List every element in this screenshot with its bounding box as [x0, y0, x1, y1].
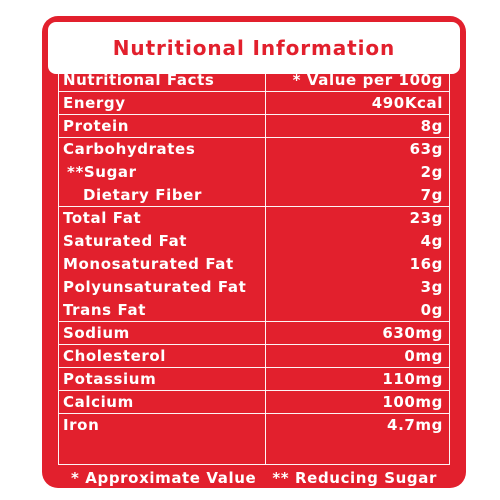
table-row: Carbohydrates 63g	[59, 137, 449, 160]
table-row: Energy 490Kcal	[59, 91, 449, 114]
table-header-row: Nutritional Facts * Value per 100g	[59, 68, 449, 91]
nutrient-value: 3g	[420, 277, 443, 296]
nutrient-label: Cholesterol	[63, 346, 167, 365]
table-row: Iron 4.7mg	[59, 413, 449, 436]
table-row: Calcium 100mg	[59, 390, 449, 413]
table-row: Cholesterol 0mg	[59, 344, 449, 367]
nutrient-label: Saturated Fat	[63, 231, 188, 250]
nutrient-value: 2g	[420, 162, 443, 181]
table-row: Monosaturated Fat 16g	[59, 252, 449, 275]
nutrient-label: Energy	[63, 93, 126, 112]
table-row: Trans Fat 0g	[59, 298, 449, 321]
title-card: Nutritional Information	[48, 22, 460, 74]
nutrient-value: 16g	[409, 254, 443, 273]
nutrient-label: Sodium	[63, 323, 130, 342]
table-row: Polyunsaturated Fat 3g	[59, 275, 449, 298]
approximate-value-note: * Approximate Value	[71, 469, 257, 487]
nutrient-label: Trans Fat	[63, 300, 146, 319]
page-title: Nutritional Information	[112, 36, 396, 60]
nutrient-label: Total Fat	[63, 208, 142, 227]
header-value: * Value per 100g	[292, 70, 443, 89]
nutrient-value: 100mg	[382, 392, 443, 411]
nutrient-label: Calcium	[63, 392, 134, 411]
nutrient-label: Polyunsaturated Fat	[63, 277, 247, 296]
nutrient-value: 110mg	[382, 369, 443, 388]
footnotes: * Approximate Value ** Reducing Sugar	[58, 465, 450, 488]
column-divider	[265, 68, 266, 464]
nutrient-label: Iron	[63, 415, 100, 434]
table-row: Sodium 630mg	[59, 321, 449, 344]
nutrient-label: Dietary Fiber	[83, 185, 202, 204]
table-row: Protein 8g	[59, 114, 449, 137]
nutrient-value: 490Kcal	[371, 93, 443, 112]
nutrient-label: Protein	[63, 116, 130, 135]
nutrient-value: 7g	[420, 185, 443, 204]
header-label: Nutritional Facts	[63, 70, 215, 89]
nutrient-value: 0mg	[404, 346, 443, 365]
nutrient-value: 8g	[420, 116, 443, 135]
table-row: Saturated Fat 4g	[59, 229, 449, 252]
nutrition-table: Nutritional Facts * Value per 100g Energ…	[58, 67, 450, 465]
table-row: **Sugar 2g	[59, 160, 449, 183]
nutrient-value: 0g	[420, 300, 443, 319]
reducing-sugar-note: ** Reducing Sugar	[272, 469, 437, 487]
nutrient-label: **Sugar	[67, 162, 137, 181]
nutrient-value: 63g	[409, 139, 443, 158]
nutrient-label: Potassium	[63, 369, 157, 388]
nutrient-value: 23g	[409, 208, 443, 227]
nutrient-value: 4.7mg	[387, 415, 443, 434]
table-row: Potassium 110mg	[59, 367, 449, 390]
nutrient-label: Monosaturated Fat	[63, 254, 234, 273]
nutrition-panel: Nutritional Information Nutritional Fact…	[42, 16, 466, 488]
nutrient-value: 630mg	[382, 323, 443, 342]
nutrient-value: 4g	[420, 231, 443, 250]
nutrient-label: Carbohydrates	[63, 139, 196, 158]
table-row: Total Fat 23g	[59, 206, 449, 229]
table-row: Dietary Fiber 7g	[59, 183, 449, 206]
